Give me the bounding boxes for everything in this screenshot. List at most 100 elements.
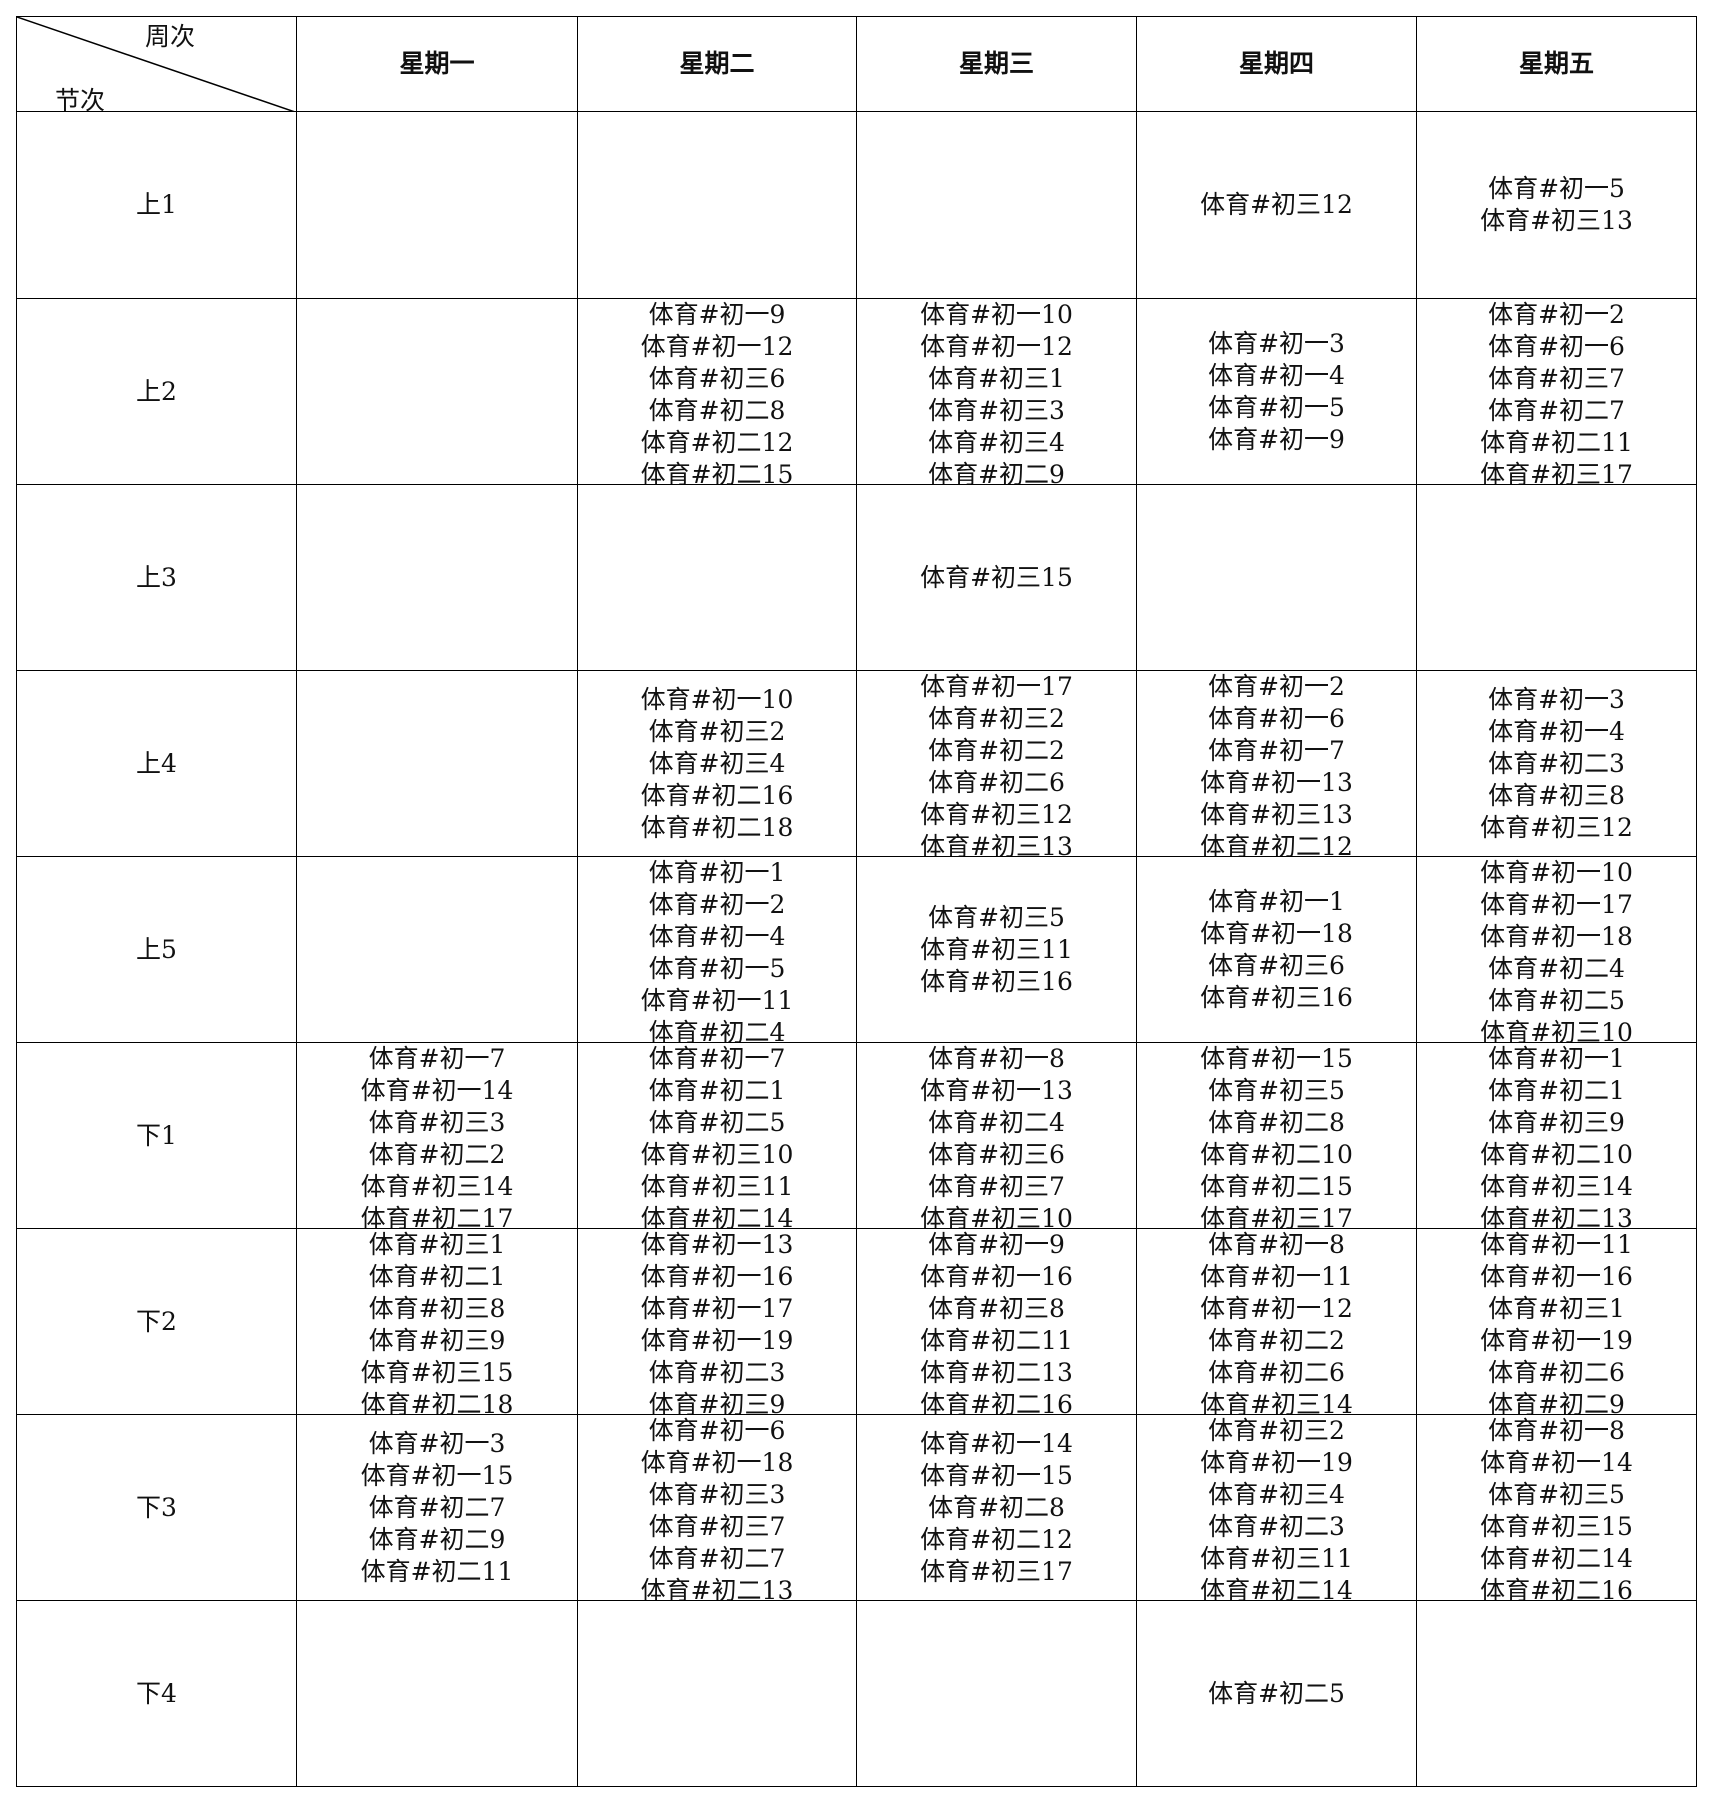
schedule-cell bbox=[577, 484, 857, 671]
class-entry: 体育#初二5 bbox=[1208, 1678, 1345, 1708]
class-entry: 体育#初二11 bbox=[920, 1326, 1073, 1355]
class-entry: 体育#初一1 bbox=[648, 858, 786, 887]
class-entry: 体育#初三8 bbox=[1488, 780, 1625, 810]
class-entry: 体育#初一17 bbox=[640, 1294, 794, 1323]
period-label: 上3 bbox=[136, 562, 177, 592]
class-entry: 体育#初二1 bbox=[648, 1076, 786, 1105]
period-cell: 上5 bbox=[16, 856, 297, 1043]
class-entry: 体育#初二13 bbox=[640, 1576, 794, 1601]
class-entry: 体育#初三8 bbox=[368, 1294, 506, 1323]
class-entry: 体育#初一7 bbox=[648, 1044, 786, 1073]
schedule-cell: 体育#初三15 bbox=[856, 484, 1137, 671]
day-header: 星期一 bbox=[399, 49, 475, 78]
class-entry: 体育#初三14 bbox=[1480, 1172, 1633, 1201]
class-entry: 体育#初一10 bbox=[920, 300, 1073, 329]
class-entry: 体育#初二2 bbox=[368, 1140, 506, 1169]
period-label: 上4 bbox=[136, 748, 177, 778]
class-entry: 体育#初二12 bbox=[640, 428, 794, 457]
class-entry: 体育#初三14 bbox=[360, 1172, 514, 1201]
class-entry: 体育#初二18 bbox=[640, 812, 794, 842]
class-list: 体育#初一9 体育#初一16 体育#初三8 体育#初二11 体育#初二13 体育#初二16 bbox=[920, 1229, 1073, 1415]
class-entry: 体育#初二13 bbox=[920, 1358, 1073, 1387]
class-entry: 体育#初一12 bbox=[1200, 1294, 1353, 1323]
class-entry: 体育#初一11 bbox=[640, 986, 794, 1015]
class-list: 体育#初一8 体育#初一11 体育#初一12 体育#初二2 体育#初二6 体育#初三14 bbox=[1200, 1229, 1353, 1414]
class-entry: 体育#初二9 bbox=[928, 460, 1065, 485]
class-entry: 体育#初二8 bbox=[648, 396, 786, 425]
class-entry: 体育#初二7 bbox=[368, 1492, 506, 1522]
day-header-cell: 星期三 bbox=[856, 16, 1137, 112]
schedule-cell: 体育#初一9 体育#初一16 体育#初三8 体育#初二11 体育#初二13 体育#初二16 bbox=[856, 1228, 1137, 1415]
schedule-cell bbox=[296, 484, 578, 671]
class-entry: 体育#初一8 bbox=[1208, 1230, 1345, 1259]
class-list: 体育#初一3 体育#初一15 体育#初二7 体育#初二9 体育#初二11 bbox=[361, 1428, 514, 1588]
schedule-cell: 体育#初二5 bbox=[1136, 1600, 1417, 1787]
class-entry: 体育#初三5 bbox=[928, 902, 1065, 932]
class-entry: 体育#初三6 bbox=[928, 1140, 1065, 1169]
period-label: 上2 bbox=[136, 376, 177, 406]
class-entry: 体育#初一3 bbox=[1488, 684, 1625, 714]
class-entry: 体育#初三15 bbox=[920, 562, 1073, 592]
day-header-cell: 星期五 bbox=[1416, 16, 1697, 112]
class-list: 体育#初三1 体育#初二1 体育#初三8 体育#初三9 体育#初三15 体育#初二18 bbox=[361, 1229, 514, 1414]
class-entry: 体育#初三6 bbox=[648, 364, 786, 393]
class-entry: 体育#初一13 bbox=[920, 1076, 1073, 1105]
class-entry: 体育#初三2 bbox=[928, 704, 1065, 733]
class-entry: 体育#初三10 bbox=[1480, 1018, 1633, 1043]
class-entry: 体育#初一14 bbox=[920, 1428, 1073, 1458]
class-entry: 体育#初三1 bbox=[1488, 1294, 1625, 1323]
period-cell: 上1 bbox=[16, 111, 297, 299]
period-label: 上1 bbox=[136, 190, 177, 219]
class-entry: 体育#初二4 bbox=[928, 1108, 1065, 1137]
class-entry: 体育#初二14 bbox=[640, 1204, 794, 1229]
class-entry: 体育#初二16 bbox=[640, 780, 794, 810]
class-entry: 体育#初一1 bbox=[1488, 1044, 1625, 1073]
class-entry: 体育#初一4 bbox=[1488, 716, 1625, 746]
schedule-cell bbox=[856, 111, 1137, 299]
schedule-cell bbox=[296, 1600, 578, 1787]
class-entry: 体育#初一16 bbox=[1480, 1262, 1633, 1291]
class-entry: 体育#初三15 bbox=[1480, 1512, 1633, 1541]
schedule-cell: 体育#初一3 体育#初一4 体育#初一5 体育#初一9 bbox=[1136, 298, 1417, 485]
class-entry: 体育#初一6 bbox=[1488, 332, 1625, 361]
class-entry: 体育#初一16 bbox=[920, 1262, 1073, 1291]
class-entry: 体育#初一12 bbox=[920, 332, 1073, 361]
day-header: 星期三 bbox=[958, 49, 1034, 78]
corner-diagonal bbox=[17, 17, 295, 111]
day-header-cell: 星期一 bbox=[296, 16, 578, 112]
class-entry: 体育#初三10 bbox=[920, 1204, 1073, 1229]
class-entry: 体育#初二4 bbox=[648, 1018, 786, 1043]
schedule-cell bbox=[296, 111, 578, 299]
class-entry: 体育#初一3 bbox=[368, 1428, 506, 1458]
schedule-cell: 体育#初一15 体育#初三5 体育#初二8 体育#初二10 体育#初二15 体育#初三17 bbox=[1136, 1042, 1417, 1229]
class-entry: 体育#初三4 bbox=[1208, 1480, 1345, 1509]
class-entry: 体育#初一2 bbox=[1488, 300, 1625, 329]
period-cell: 上3 bbox=[16, 484, 297, 671]
class-entry: 体育#初三17 bbox=[920, 1556, 1073, 1586]
period-cell: 下3 bbox=[16, 1414, 297, 1601]
class-entry: 体育#初三12 bbox=[920, 800, 1073, 829]
class-entry: 体育#初二6 bbox=[928, 768, 1065, 797]
class-entry: 体育#初三2 bbox=[648, 716, 786, 746]
period-cell: 下4 bbox=[16, 1600, 297, 1787]
corner-top: 周次 bbox=[145, 22, 196, 51]
class-entry: 体育#初三6 bbox=[1208, 950, 1345, 980]
class-entry: 体育#初三13 bbox=[1480, 206, 1633, 235]
class-entry: 体育#初二16 bbox=[920, 1390, 1073, 1415]
class-entry: 体育#初二12 bbox=[1200, 832, 1353, 857]
period-label: 下4 bbox=[136, 1678, 177, 1708]
schedule-cell bbox=[296, 298, 578, 485]
class-list: 体育#初一1 体育#初一18 体育#初三6 体育#初三16 bbox=[1200, 886, 1353, 1014]
class-entry: 体育#初一14 bbox=[1480, 1448, 1633, 1477]
class-entry: 体育#初一18 bbox=[1200, 918, 1353, 948]
class-entry: 体育#初二17 bbox=[360, 1204, 514, 1229]
period-cell: 上2 bbox=[16, 298, 297, 485]
class-entry: 体育#初一9 bbox=[1208, 424, 1345, 454]
class-list: 体育#初一7 体育#初一14 体育#初三3 体育#初二2 体育#初三14 体育#初二17 bbox=[360, 1043, 514, 1229]
class-entry: 体育#初一12 bbox=[640, 332, 794, 361]
class-list: 体育#初一8 体育#初一14 体育#初三5 体育#初三15 体育#初二14 体育#初二16 bbox=[1480, 1415, 1633, 1600]
class-entry: 体育#初二15 bbox=[640, 460, 794, 485]
class-list: 体育#初一10 体育#初三2 体育#初三4 体育#初二16 体育#初二18 bbox=[641, 684, 794, 844]
schedule-cell: 体育#初一2 体育#初一6 体育#初三7 体育#初二7 体育#初二11 体育#初三17 bbox=[1416, 298, 1697, 485]
